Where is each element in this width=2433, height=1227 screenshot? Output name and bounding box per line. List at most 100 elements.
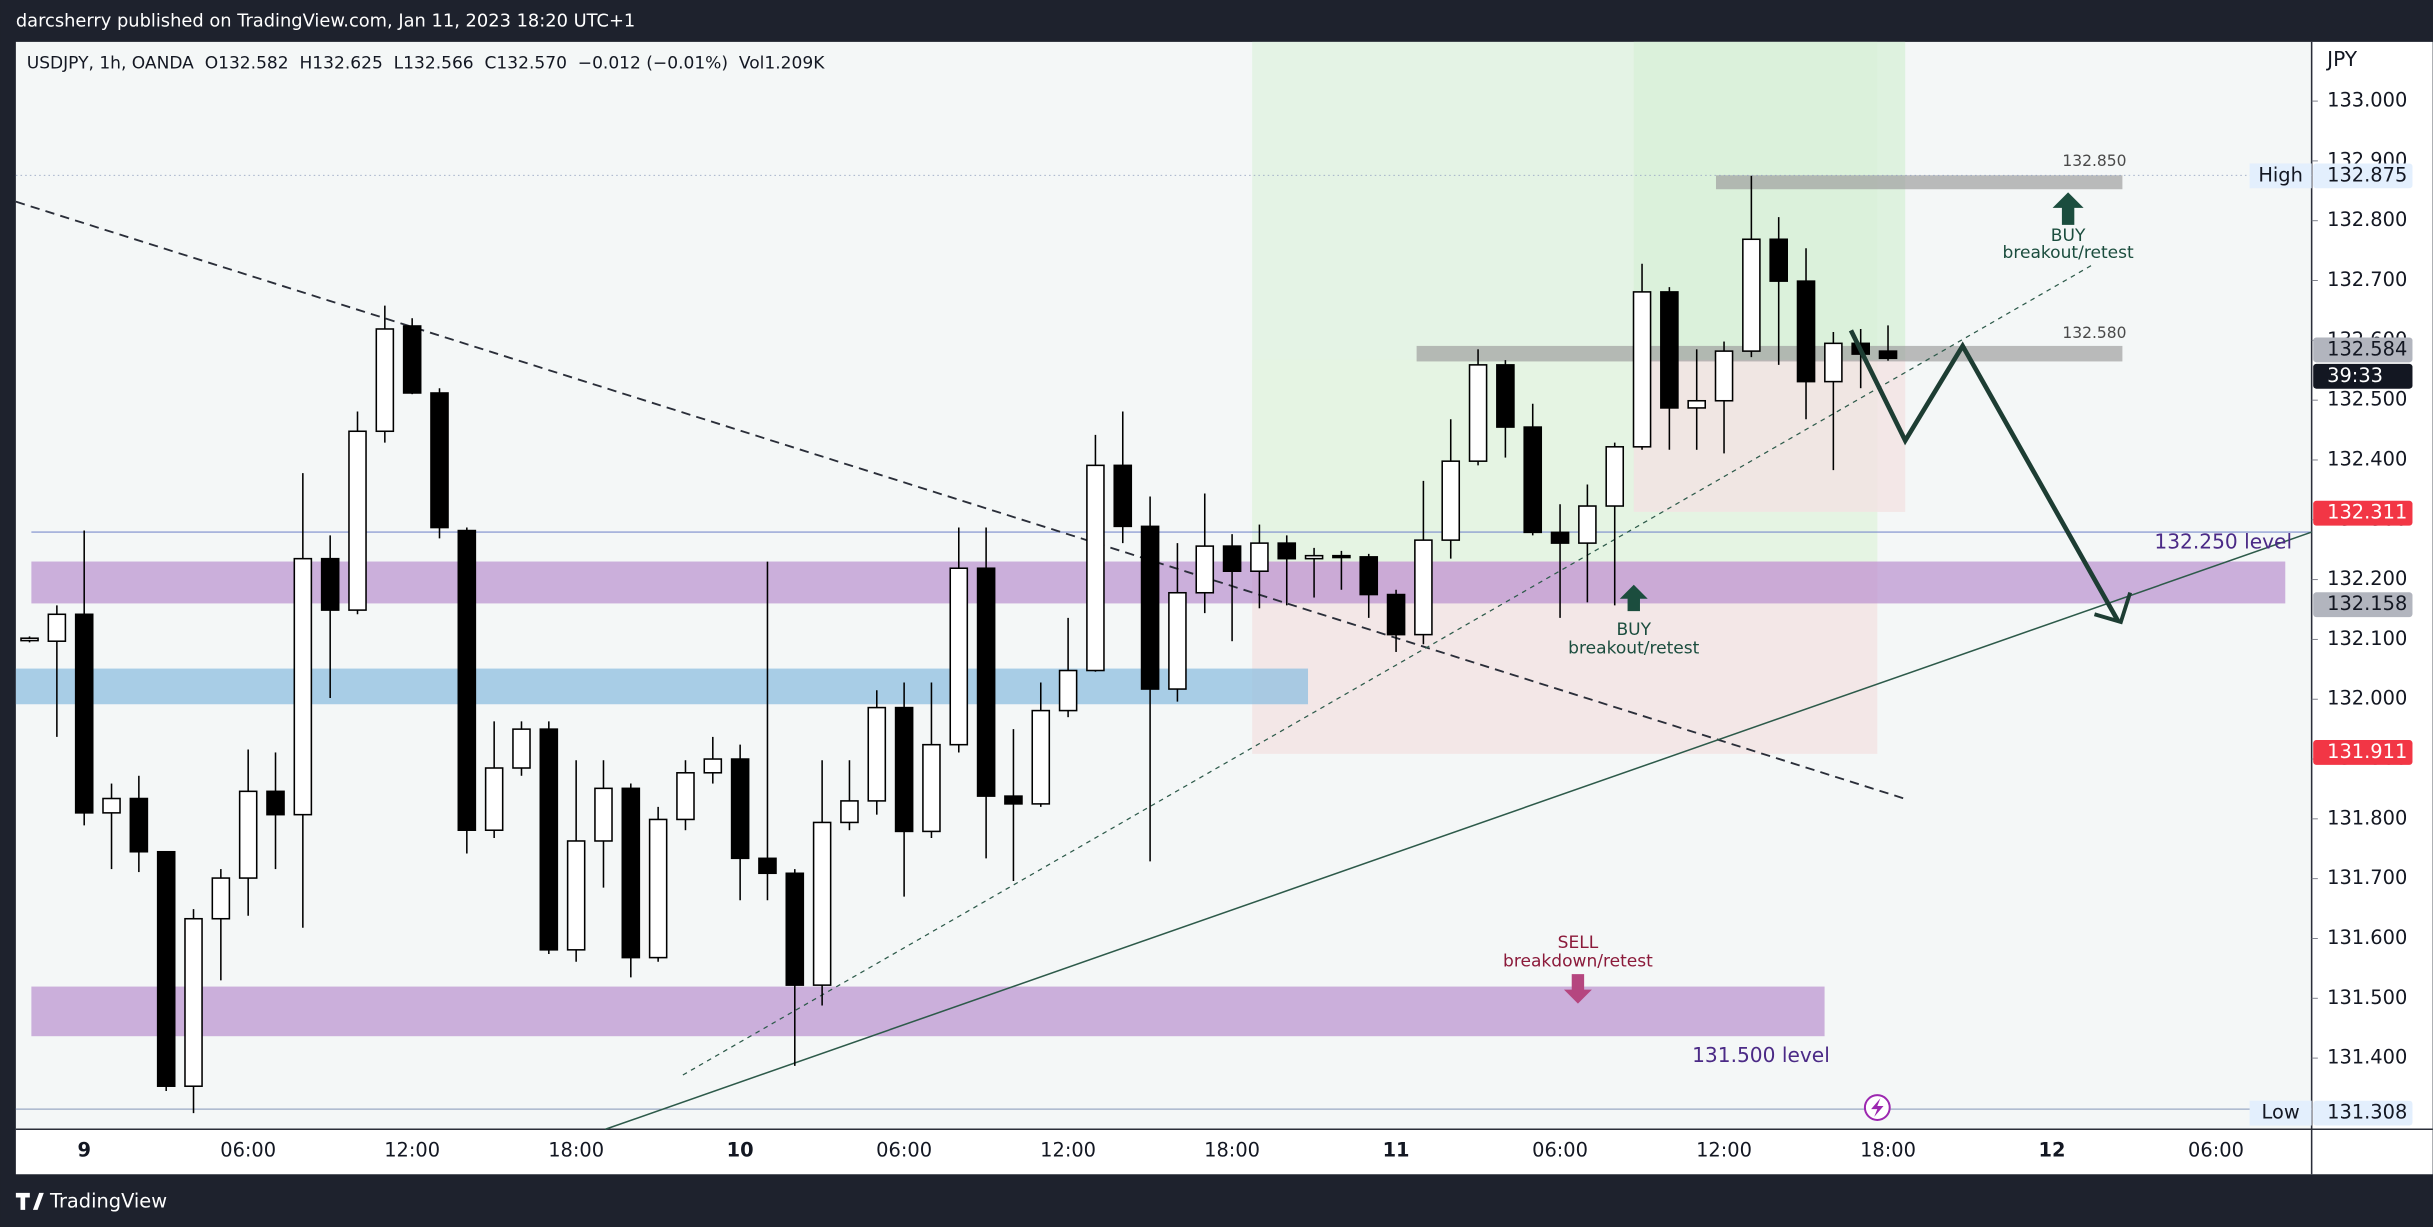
price-badge-name-bg [2249, 1100, 2312, 1126]
x-tick-label: 12:00 [1696, 1138, 1752, 1161]
candle-body [703, 758, 723, 774]
level-zone [1715, 175, 2123, 190]
candle-body [976, 567, 996, 797]
candle-body [1004, 795, 1023, 805]
x-tick-label: 12:00 [384, 1138, 440, 1161]
price-badge-label: 132.158 [2327, 592, 2407, 615]
x-tick-label: 18:00 [548, 1138, 604, 1161]
candle-body [1304, 554, 1324, 560]
candle-body [1113, 464, 1133, 528]
candle-body [1414, 539, 1433, 636]
legend-item: USDJPY, 1h, OANDA [27, 54, 194, 74]
projection-arrowhead [2093, 591, 2133, 625]
x-tick-label: 06:00 [876, 1138, 932, 1161]
annotation: 132.250 level [2154, 529, 2292, 553]
candle-body [430, 392, 449, 529]
candle-body [1168, 591, 1187, 690]
candle-body [238, 790, 258, 879]
candle-body [375, 328, 395, 433]
candle-body [184, 917, 203, 1087]
candle-body [949, 567, 969, 746]
candle-body [156, 850, 176, 1087]
candle-body [676, 772, 695, 821]
y-tick-label: 132.200 [2327, 567, 2407, 590]
candle-body [266, 790, 285, 816]
price-badge [2313, 163, 2413, 189]
y-tick-label: 131.400 [2327, 1046, 2407, 1069]
candle-body [1632, 291, 1652, 448]
x-tick-label: 11 [1383, 1138, 1410, 1161]
y-tick-label: 132.500 [2327, 388, 2407, 411]
candle-body [1058, 669, 1078, 712]
y-tick-label: 131.500 [2327, 986, 2407, 1009]
candle-body [1195, 545, 1215, 594]
y-tick-label: 132.800 [2327, 208, 2407, 231]
annotation: BUY [1616, 620, 1651, 640]
y-tick-label: 131.700 [2327, 866, 2407, 889]
legend-item: C132.570 [485, 54, 567, 74]
x-tick-label: 18:00 [1860, 1138, 1916, 1161]
candle-body [1742, 238, 1761, 352]
candle-body [894, 706, 914, 833]
candle-body [566, 840, 586, 951]
y-tick-label: 132.100 [2327, 627, 2407, 650]
price-badge-name: Low [2262, 1101, 2300, 1124]
trendline [605, 531, 2312, 1131]
candle-body [20, 637, 39, 642]
published: darcsherry published on TradingView.com,… [16, 11, 635, 32]
candle-body [867, 706, 887, 802]
annotation: breakdown/retest [1503, 952, 1653, 972]
candle-body [512, 728, 531, 769]
x-tick-label: 18:00 [1204, 1138, 1260, 1161]
candle-body [1878, 350, 1898, 360]
time-axis [15, 1129, 2433, 1175]
legend-item: H132.625 [299, 54, 382, 74]
price-badge [2313, 740, 2413, 765]
countdown-bg [2313, 363, 2413, 389]
legend-item: Vol1.209K [739, 54, 825, 74]
candle-body [1468, 364, 1488, 462]
annotation: 132.580 [2062, 324, 2126, 342]
legend-item: L132.566 [394, 54, 474, 74]
price-badge-label: 131.911 [2327, 740, 2407, 763]
price-badge [2313, 1100, 2413, 1126]
candle-body [758, 857, 777, 875]
candle-body [648, 818, 668, 959]
x-tick-label: 12:00 [1040, 1138, 1096, 1161]
sell-arrow [1563, 974, 1592, 1004]
buy-arrow [2052, 192, 2084, 225]
price-badge-label: 132.875 [2327, 163, 2407, 186]
candle-body [1796, 280, 1816, 383]
y-tick-label: 131.800 [2327, 806, 2407, 829]
candle-body [1660, 291, 1679, 409]
candle-body [1332, 554, 1351, 559]
annotation: SELL [1558, 933, 1599, 953]
candle-body [102, 797, 121, 814]
candle-body [1496, 364, 1515, 428]
y-tick-label: 132.700 [2327, 268, 2407, 291]
support-zone [15, 668, 1309, 705]
buy-arrow [1619, 584, 1648, 612]
price-badge [2313, 592, 2413, 618]
candle-body [1714, 350, 1734, 402]
brand: TradingView [49, 1190, 167, 1213]
x-tick-label: 12 [2039, 1138, 2066, 1161]
price-badge-label: 131.308 [2327, 1101, 2407, 1124]
price-badge [2313, 337, 2413, 363]
long-profit-area [1633, 41, 1906, 360]
x-tick-label: 9 [77, 1138, 90, 1161]
candle-body [47, 613, 67, 642]
candle-body [293, 557, 313, 816]
annotation: 131.500 level [1692, 1043, 1830, 1067]
price-badge-name-bg [2249, 163, 2312, 189]
projection-path [1848, 329, 2120, 622]
x-tick-label: 10 [727, 1138, 754, 1161]
brand-logo [15, 1192, 44, 1210]
x-tick-label: 06:00 [2188, 1138, 2244, 1161]
candle-body [211, 877, 231, 920]
annotation: breakout/retest [1568, 638, 1699, 658]
y-tick-label: 132.000 [2327, 687, 2407, 710]
candle-body [129, 797, 149, 853]
legend-item: −0.012 (−0.01%) [578, 54, 728, 74]
